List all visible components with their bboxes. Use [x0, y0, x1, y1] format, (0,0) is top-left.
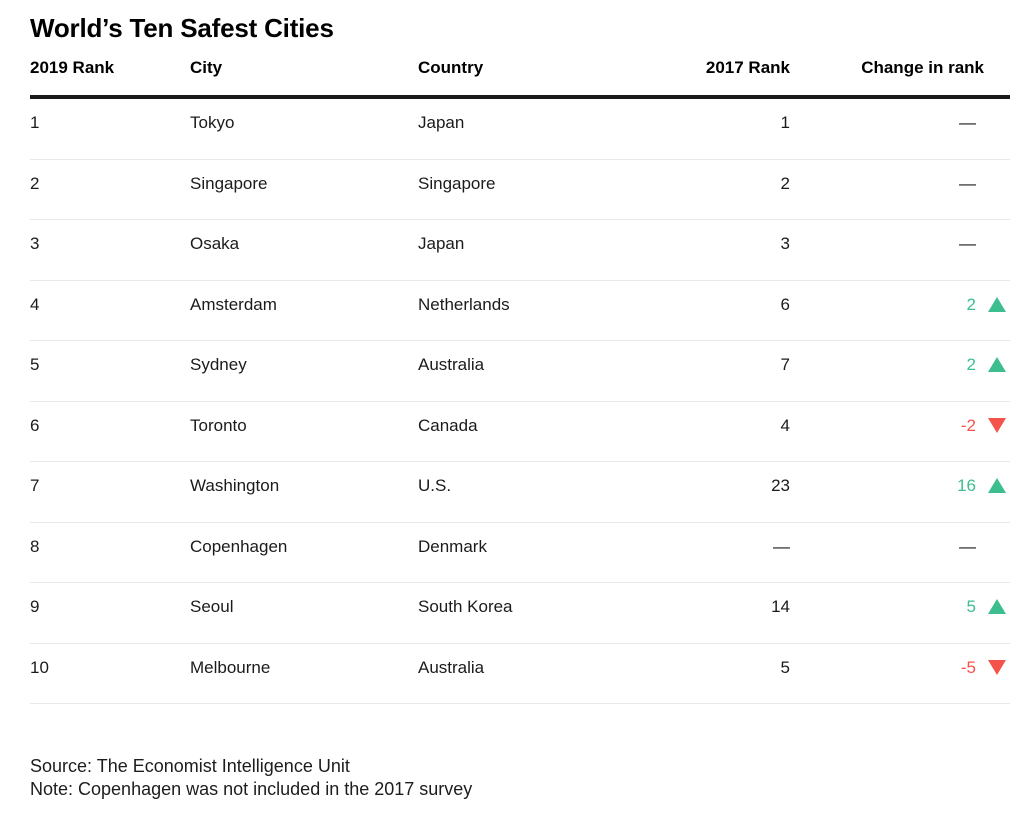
column-header-city: City	[190, 58, 223, 77]
change-cell: —	[790, 160, 1010, 194]
safest-cities-table: 2019 Rank City Country 2017 Rank Change …	[30, 57, 1010, 704]
change-arrow-icon	[988, 539, 1006, 555]
rank-2019-cell: 8	[30, 536, 40, 556]
change-cell: —	[790, 220, 1010, 254]
country-cell: Netherlands	[418, 294, 510, 314]
country-cell: Denmark	[418, 536, 487, 556]
rank-2017-cell: 7	[780, 355, 790, 374]
change-cell: -2	[790, 402, 1010, 436]
rank-2019-cell: 5	[30, 355, 40, 374]
rank-2019-cell: 6	[30, 415, 40, 435]
rank-2019-cell: 4	[30, 294, 40, 314]
change-arrow-icon	[988, 478, 1006, 493]
rank-2017-cell: 5	[780, 657, 790, 677]
table-row: 5 Sydney Australia 7 2	[30, 341, 1010, 402]
table-row: 2 Singapore Singapore 2 —	[30, 160, 1010, 220]
rank-2017-cell: 2	[780, 173, 790, 193]
table-row: 7 Washington U.S. 23 16	[30, 462, 1010, 523]
change-arrow-icon	[988, 357, 1006, 372]
change-value: —	[959, 536, 976, 556]
rank-2017-cell: —	[773, 536, 790, 556]
country-cell: Australia	[418, 355, 485, 374]
city-cell: Washington	[190, 476, 280, 495]
chart-container: World’s Ten Safest Cities 2019 Rank City…	[30, 0, 1010, 800]
change-cell: 2	[790, 281, 1010, 315]
table-row: 10 Melbourne Australia 5 -5	[30, 644, 1010, 704]
country-cell: Japan	[418, 234, 465, 253]
change-cell: —	[790, 523, 1010, 557]
column-header-change-in-rank: Change in rank	[861, 58, 984, 77]
rank-2019-cell: 10	[30, 657, 49, 677]
change-value: 5	[966, 597, 976, 616]
table-row: 3 Osaka Japan 3 —	[30, 220, 1010, 281]
rank-2017-cell: 1	[780, 113, 790, 132]
change-arrow-icon	[988, 176, 1006, 192]
rank-2017-cell: 23	[771, 476, 790, 495]
change-arrow-icon	[988, 659, 1006, 675]
country-cell: U.S.	[418, 476, 452, 495]
rank-2019-cell: 9	[30, 597, 40, 616]
change-cell: 2	[790, 341, 1010, 375]
change-value: —	[959, 113, 976, 132]
rank-2019-cell: 1	[30, 113, 40, 132]
city-cell: Melbourne	[190, 657, 271, 677]
country-cell: Japan	[418, 113, 465, 132]
source-text: Source: The Economist Intelligence Unit	[30, 756, 350, 776]
change-value: 2	[966, 294, 976, 314]
change-value: 2	[966, 355, 976, 374]
table-row: 8 Copenhagen Denmark — —	[30, 523, 1010, 583]
table-row: 1 Tokyo Japan 1 —	[30, 99, 1010, 160]
city-cell: Copenhagen	[190, 536, 288, 556]
note-text: Note: Copenhagen was not included in the…	[30, 778, 473, 799]
table-row: 6 Toronto Canada 4 -2	[30, 402, 1010, 462]
rank-2017-cell: 6	[780, 294, 790, 314]
table-row: 4 Amsterdam Netherlands 6 2	[30, 281, 1010, 341]
chart-footer: Source: The Economist Intelligence Unit …	[30, 755, 1010, 800]
rank-2017-cell: 3	[780, 234, 790, 253]
change-value: -5	[960, 657, 976, 677]
change-arrow-icon	[988, 296, 1006, 312]
city-cell: Tokyo	[190, 113, 235, 132]
city-cell: Singapore	[190, 173, 268, 193]
rank-2019-cell: 7	[30, 476, 40, 495]
country-cell: Singapore	[418, 173, 496, 193]
rank-2019-cell: 2	[30, 173, 40, 193]
table-header-row: 2019 Rank City Country 2017 Rank Change …	[30, 57, 1010, 99]
change-arrow-icon	[988, 417, 1006, 433]
change-value: -2	[960, 415, 976, 435]
change-arrow-icon	[988, 236, 1006, 252]
change-arrow-icon	[988, 599, 1006, 614]
city-cell: Sydney	[190, 355, 247, 374]
rank-2017-cell: 14	[771, 597, 790, 616]
change-cell: —	[790, 99, 1010, 133]
country-cell: Australia	[418, 657, 485, 677]
city-cell: Toronto	[190, 415, 247, 435]
change-cell: 16	[790, 462, 1010, 496]
change-value: —	[959, 173, 976, 193]
rank-2017-cell: 4	[780, 415, 790, 435]
column-header-country: Country	[418, 58, 484, 77]
city-cell: Seoul	[190, 597, 234, 616]
column-header-2019-rank: 2019 Rank	[30, 58, 115, 77]
city-cell: Amsterdam	[190, 294, 277, 314]
change-arrow-icon	[988, 115, 1006, 131]
column-header-2017-rank: 2017 Rank	[705, 58, 790, 77]
country-cell: Canada	[418, 415, 478, 435]
change-value: 16	[957, 476, 976, 495]
table-row: 9 Seoul South Korea 14 5	[30, 583, 1010, 644]
change-cell: 5	[790, 583, 1010, 617]
change-cell: -5	[790, 644, 1010, 678]
city-cell: Osaka	[190, 234, 240, 253]
change-value: —	[959, 234, 976, 253]
rank-2019-cell: 3	[30, 234, 40, 253]
country-cell: South Korea	[418, 597, 513, 616]
chart-title: World’s Ten Safest Cities	[30, 13, 334, 43]
